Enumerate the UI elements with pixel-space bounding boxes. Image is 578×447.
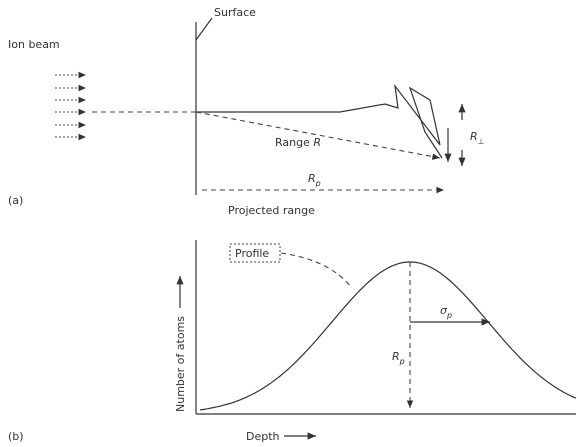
profile-leader (281, 253, 352, 288)
projected-sub: p (315, 179, 321, 188)
y-axis-label: Number of atoms (174, 316, 187, 412)
projected-range-label: Projected range (228, 204, 315, 217)
diagram: Surface Ion beam Range R R⊥ Rp Projected… (0, 0, 578, 447)
peak-sub: p (399, 357, 405, 366)
sigma-sub: p (446, 311, 452, 320)
projected-symbol: Rp (308, 172, 321, 188)
projected-main: R (308, 172, 316, 185)
perp-label: R⊥ (470, 130, 485, 146)
ion-beam-arrows (55, 75, 86, 137)
peak-main: R (392, 350, 400, 363)
x-axis-label: Depth (246, 430, 280, 443)
part-b: Profile Rp σp Number of atoms Depth (b) (8, 240, 576, 443)
perp-main: R (470, 130, 478, 143)
surface-leader (196, 18, 212, 40)
range-label: Range R (275, 136, 321, 149)
part-a-label: (a) (8, 194, 23, 207)
profile-label: Profile (235, 247, 269, 260)
ion-beam-label: Ion beam (8, 38, 60, 51)
range-symbol: R (313, 136, 321, 149)
range-line (196, 112, 440, 158)
peak-symbol: Rp (392, 350, 405, 366)
profile-curve (200, 262, 576, 410)
surface-label: Surface (214, 6, 256, 19)
range-text: Range (275, 136, 310, 149)
part-a: Surface Ion beam Range R R⊥ Rp Projected… (8, 6, 485, 217)
perp-sub: ⊥ (478, 137, 485, 146)
sigma-label: σp (440, 304, 452, 320)
part-b-label: (b) (8, 430, 24, 443)
